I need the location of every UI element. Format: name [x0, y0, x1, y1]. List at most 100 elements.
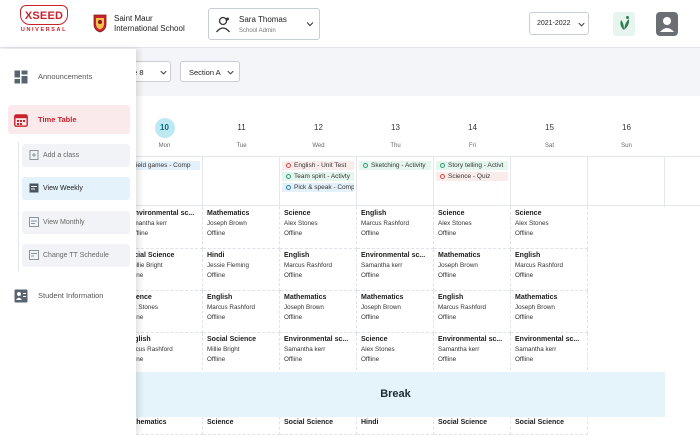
submenu-view-weekly[interactable]: View Weekly [22, 177, 130, 200]
cell-teacher: Alex Stones [515, 220, 549, 227]
cell-mode: Offline [515, 314, 534, 321]
cell-subject: Mathematics [284, 294, 327, 301]
timetable-cell[interactable]: Mathematics Joseph Brown Offline [434, 249, 511, 291]
xseed-logo[interactable]: XSEED UNIVERSAL [20, 5, 68, 43]
timetable-cell[interactable]: nglish arcus Rashford nline [126, 333, 203, 375]
day-number[interactable]: 16 [622, 123, 631, 132]
day-column-header[interactable]: 12 Wed [280, 96, 357, 158]
timetable-cell[interactable]: Science Alex Stones Offline [511, 207, 588, 249]
cell-subject: Mathematics [515, 294, 558, 301]
cell-subject: cience [130, 294, 152, 301]
event-chip[interactable]: Team spirit - Activty [282, 172, 354, 181]
user-switcher[interactable]: Sara Thomas School Admin [208, 8, 320, 40]
profile-button[interactable] [656, 12, 678, 36]
timetable-cell[interactable]: Mathematics Joseph Brown Offline [203, 207, 280, 249]
cell-mode: Offline [207, 356, 226, 363]
timetable-cell[interactable]: Social Science Millie Bright Offline [203, 333, 280, 375]
timetable-cell[interactable]: Social Science [280, 416, 357, 435]
day-number[interactable]: 13 [391, 123, 400, 132]
timetable-cell[interactable]: English Marcus Rashford Offline [203, 291, 280, 333]
break-row: Break [126, 372, 665, 417]
submenu-label: View Monthly [43, 219, 85, 226]
events-row: Field games - Comp English - Unit Test Tea… [126, 156, 700, 207]
day-number[interactable]: 15 [545, 123, 554, 132]
day-column-header[interactable]: 15 Sat [511, 96, 588, 158]
timetable-cell[interactable]: Social Science [511, 416, 588, 435]
day-column-header[interactable]: 16 Sun [588, 96, 665, 158]
add-doc-icon [29, 150, 39, 160]
timetable-cell[interactable]: Science Alex Stones Offline [280, 207, 357, 249]
day-name: Sun [621, 143, 632, 149]
day-column-header[interactable]: 14 Fri [434, 96, 511, 158]
cell-teacher: Samantha kerr [361, 262, 403, 269]
timetable-cell[interactable]: Environmental sc... Samantha kerr Offline [357, 249, 434, 291]
timetable-cell[interactable]: English Marcus Rashford Offline [434, 291, 511, 333]
event-cell: Sketching - Activity [357, 157, 434, 207]
submenu-label: View Weekly [43, 185, 83, 192]
leaf-app-button[interactable] [613, 12, 635, 36]
event-chip[interactable]: Science - Quiz [436, 172, 508, 181]
cell-teacher: Millie Bright [207, 346, 240, 353]
timetable-cell[interactable]: Hindi [357, 416, 434, 435]
cell-teacher: amantha kerr [130, 220, 168, 227]
day-column-header[interactable]: 13 Thu [357, 96, 434, 158]
event-chip[interactable]: Pick & speak - Comp [282, 183, 354, 192]
submenu-add-class[interactable]: Add a class [22, 144, 130, 167]
cell-teacher: Joseph Brown [207, 220, 247, 227]
event-text: Pick & speak - Comp [294, 184, 354, 191]
schedule-icon [29, 250, 39, 260]
cell-mode: Offline [284, 272, 303, 279]
timetable-cell[interactable]: Environmental sc... amantha kerr Offline [126, 207, 203, 249]
timetable-cell[interactable]: ocial Science Millie Bright nline [126, 249, 203, 291]
timetable-cell[interactable]: cience ex Stones nline [126, 291, 203, 333]
sidebar-item-announcements[interactable]: Announcements [8, 62, 130, 91]
timetable-cell[interactable]: English Marcus Rashford Offline [280, 249, 357, 291]
timetable-cell[interactable]: Mathematics Joseph Brown Offline [511, 291, 588, 333]
timetable-cell[interactable]: Science Alex Stones Offline [434, 207, 511, 249]
submenu-change-tt-schedule[interactable]: Change TT Schedule [22, 244, 130, 267]
timetable-cell[interactable]: Science [203, 416, 280, 435]
cell-mode: Offline [361, 272, 380, 279]
event-chip[interactable]: English - Unit Test [282, 161, 354, 170]
timetable-cell[interactable]: English Marcus Rashford Offline [357, 207, 434, 249]
day-number[interactable]: 12 [314, 123, 323, 132]
event-dot-icon [440, 173, 445, 179]
timetable-cell[interactable]: English Marcus Rashford Offline [511, 249, 588, 291]
cell-subject: nglish [130, 336, 151, 343]
cell-subject: Hindi [361, 419, 379, 426]
submenu-view-monthly[interactable]: View Monthly [22, 211, 130, 234]
timetable-cell[interactable]: Mathematics Joseph Brown Offline [357, 291, 434, 333]
cell-subject: Science [515, 210, 542, 217]
day-name: Mon [158, 143, 171, 149]
timetable-cell[interactable]: Environmental sc... Samantha kerr Offline [511, 333, 588, 375]
cell-teacher: Alex Stones [284, 220, 318, 227]
timetable-cell[interactable]: Mathematics Joseph Brown Offline [280, 291, 357, 333]
timetable-cell[interactable]: Environmental sc... Samantha kerr Offline [280, 333, 357, 375]
cell-teacher: Samantha kerr [284, 346, 326, 353]
user-name: Sara Thomas [239, 15, 287, 24]
app-header: XSEED UNIVERSAL Saint Maur International… [0, 0, 700, 48]
timetable-cell[interactable]: Environmental sc... Samantha kerr Offline [434, 333, 511, 375]
day-number[interactable]: 10 [154, 118, 175, 138]
section-select[interactable]: Section A [180, 61, 240, 82]
chevron-down-icon [227, 70, 234, 75]
timetable-cell[interactable]: Social Science [434, 416, 511, 435]
cell-mode: Offline [438, 272, 457, 279]
timetable-cell[interactable]: Hindi Jessie Fleming Offline [203, 249, 280, 291]
day-column-header[interactable]: 10 Mon [126, 96, 203, 158]
submenu-label: Add a class [43, 152, 80, 159]
sidebar-item-time-table[interactable]: Time Table [8, 105, 130, 134]
cell-mode: Offline [438, 230, 457, 237]
event-cell: English - Unit Test Team spirit - Activty… [280, 157, 357, 207]
sidebar-item-student-information[interactable]: Student Information [8, 281, 130, 310]
timetable-cell[interactable]: Science Alex Stones Offline [357, 333, 434, 375]
day-number[interactable]: 11 [237, 123, 246, 132]
event-chip[interactable]: Field games - Comp [128, 161, 200, 170]
timetable-cell[interactable]: athematics [126, 416, 203, 435]
event-chip[interactable]: Story telling - Activt [436, 161, 508, 170]
monthly-icon [29, 217, 39, 227]
day-column-header[interactable]: 11 Tue [203, 96, 280, 158]
day-number[interactable]: 14 [468, 123, 477, 132]
event-chip[interactable]: Sketching - Activity [359, 161, 431, 170]
academic-year-select[interactable]: 2021-2022 [529, 12, 589, 35]
